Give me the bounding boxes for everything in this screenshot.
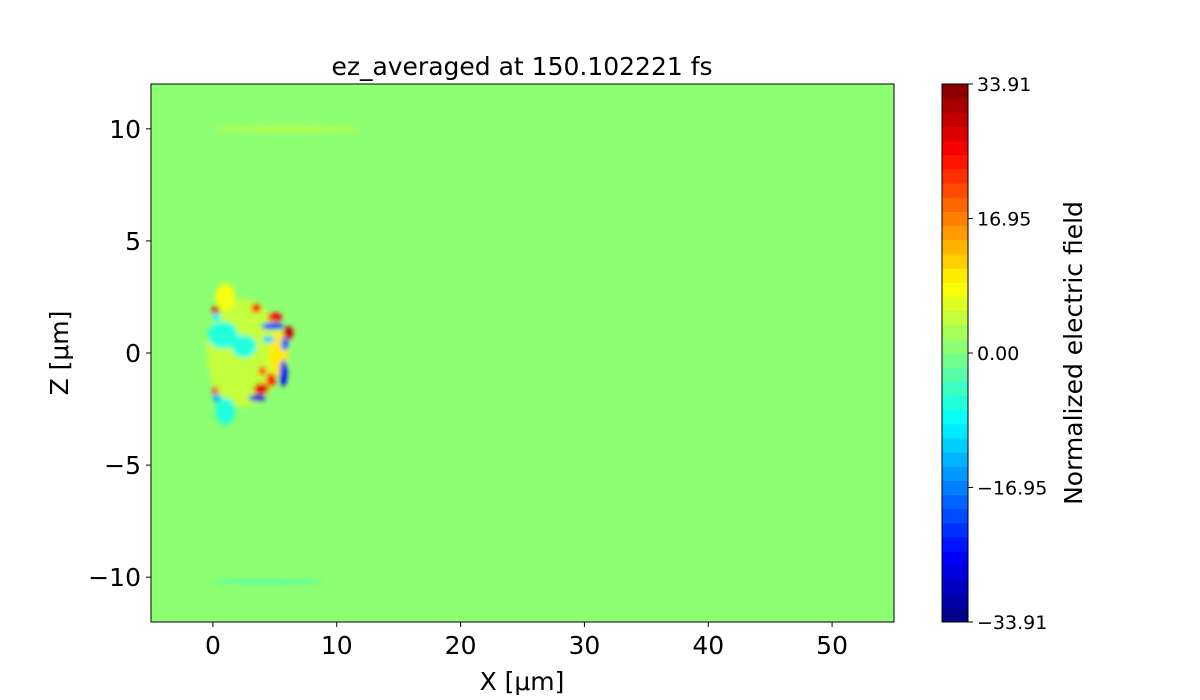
field-feature	[212, 579, 325, 584]
field-feature	[281, 337, 289, 351]
colorbar-level	[942, 112, 968, 127]
colorbar-level	[942, 423, 968, 439]
y-tick-label: 0	[125, 339, 141, 368]
field-feature	[212, 386, 219, 396]
colorbar-level	[942, 268, 968, 283]
x-axis-label: X [μm]	[480, 667, 565, 696]
chart-title: ez_averaged at 150.102221 fs	[331, 52, 712, 81]
y-axis-label: Z [μm]	[45, 311, 74, 396]
colorbar-level	[942, 211, 968, 227]
colorbar-level	[942, 367, 968, 382]
colorbar-tick-label: 33.91	[977, 74, 1031, 96]
colorbar-level	[942, 296, 968, 312]
field-feature	[258, 366, 267, 376]
colorbar-level	[942, 310, 968, 326]
x-tick-label: 40	[692, 631, 724, 660]
colorbar-level	[942, 593, 968, 609]
field-feature	[262, 336, 275, 343]
colorbar-level	[942, 551, 968, 566]
field-feature	[212, 312, 221, 322]
field-feature	[211, 305, 220, 315]
colorbar-level	[942, 84, 968, 99]
colorbar-level	[942, 239, 968, 255]
x-tick-label: 20	[445, 631, 477, 660]
colorbar-tick-label: −33.91	[977, 612, 1047, 634]
field-feature	[251, 303, 262, 313]
field-feature	[261, 322, 284, 330]
field-feature	[253, 383, 269, 395]
field-feature	[212, 126, 362, 132]
y-tick-label: −5	[104, 451, 141, 480]
field-feature	[215, 397, 236, 425]
colorbar-level	[942, 253, 968, 269]
colorbar-level	[942, 508, 968, 524]
colorbar-level	[942, 565, 968, 581]
colorbar-level	[942, 98, 968, 113]
colorbar-level	[942, 140, 968, 156]
colorbar-level	[942, 579, 968, 595]
colorbar-level	[942, 537, 968, 552]
colorbar-level	[942, 225, 968, 241]
colorbar-level	[942, 381, 968, 396]
field-feature	[267, 312, 283, 322]
field-feature	[283, 326, 294, 340]
colorbar-label: Normalized electric field	[1059, 201, 1088, 505]
colorbar-level	[942, 282, 968, 297]
colorbar-tick-label: 0.00	[977, 343, 1019, 365]
y-tick-label: 10	[109, 115, 141, 144]
field-feature	[215, 283, 236, 311]
field-feature	[207, 321, 238, 349]
colorbar-tick-label: −16.95	[977, 477, 1047, 499]
x-tick-label: 50	[816, 631, 848, 660]
colorbar-level	[942, 409, 968, 425]
field-feature	[212, 393, 221, 403]
colorbar-tick-label: 16.95	[977, 209, 1031, 231]
colorbar-level	[942, 197, 968, 212]
field-features	[206, 126, 362, 584]
colorbar	[942, 84, 968, 623]
colorbar-level	[942, 480, 968, 496]
colorbar-level	[942, 338, 968, 354]
colorbar-level	[942, 452, 968, 467]
colorbar-ticks: 33.91 16.95 0.00 −16.95 −33.91	[968, 74, 1047, 634]
colorbar-level	[942, 607, 968, 623]
x-tick-label: 0	[205, 631, 221, 660]
colorbar-level	[942, 353, 968, 368]
colorbar-level	[942, 437, 968, 453]
colorbar-level	[942, 494, 968, 510]
x-axis: 0 10 20 30 40 50	[205, 622, 848, 660]
field-feature	[266, 373, 277, 387]
colorbar-level	[942, 466, 968, 481]
y-axis: −10 −5 0 5 10	[88, 115, 151, 592]
colorbar-level	[942, 168, 968, 184]
colorbar-level	[942, 154, 968, 170]
colorbar-level	[942, 126, 968, 142]
y-tick-label: 5	[125, 227, 141, 256]
field-feature	[231, 335, 257, 358]
colorbar-level	[942, 395, 968, 411]
y-tick-label: −10	[88, 563, 141, 592]
colorbar-level	[942, 183, 968, 198]
x-tick-label: 30	[569, 631, 601, 660]
field-feature	[279, 359, 288, 387]
field-feature	[248, 394, 267, 402]
colorbar-level	[942, 522, 968, 538]
colorbar-level	[942, 324, 968, 340]
x-tick-label: 10	[321, 631, 353, 660]
